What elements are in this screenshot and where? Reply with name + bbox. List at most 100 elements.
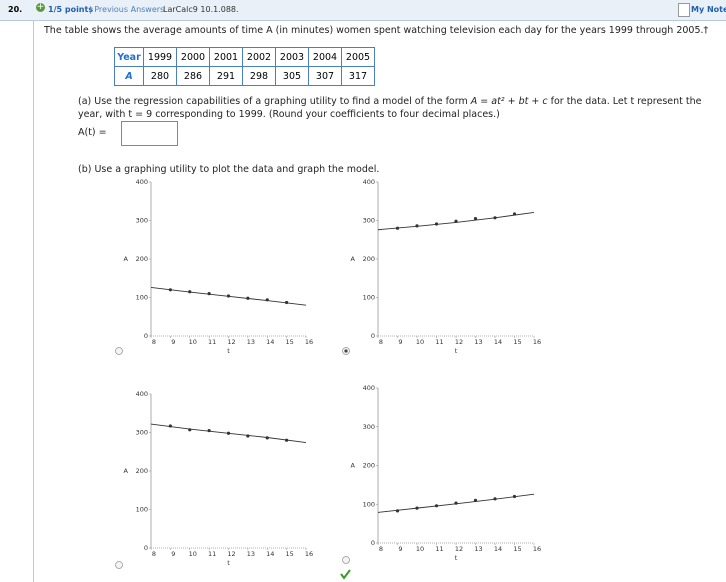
y-tick-label: 200 [363, 255, 375, 263]
x-tick-label: 13 [247, 550, 255, 558]
y-tick-label: 200 [136, 467, 148, 475]
x-tick-label: 16 [305, 550, 313, 558]
x-tick-label: 11 [208, 338, 216, 346]
x-tick-label: 14 [494, 545, 502, 553]
x-tick-label: 12 [455, 545, 463, 553]
y-tick-label: 0 [144, 332, 148, 340]
y-tick-label: 300 [363, 217, 375, 225]
x-tick-label: 15 [513, 545, 521, 553]
radio-button[interactable] [115, 347, 123, 355]
part-a: (a) Use the regression capabilities of a… [78, 95, 718, 121]
notes-icon[interactable] [678, 3, 690, 17]
row-header: A [114, 66, 144, 86]
y-tick-label: 300 [363, 423, 375, 431]
source: LarCalc9 10.1.088. [163, 5, 239, 14]
y-tick-label: 300 [136, 217, 148, 225]
check-mark [340, 569, 351, 580]
part-a-text: (a) Use the regression capabilities of a… [78, 96, 471, 107]
x-tick-label: 9 [398, 545, 402, 553]
x-tick-label: 10 [189, 338, 197, 346]
x-tick-label: 15 [513, 338, 521, 346]
y-axis-label: A [351, 462, 356, 470]
my-notes[interactable]: My Notes [691, 5, 726, 14]
table-row: A 280 286 291 298 305 307 317 [114, 66, 375, 86]
x-tick-label: 12 [227, 338, 235, 346]
x-tick-label: 12 [455, 338, 463, 346]
radio-button[interactable] [115, 561, 123, 569]
question-text: The table shows the average amounts of t… [44, 25, 709, 36]
y-tick-label: 0 [371, 539, 375, 547]
y-tick-label: 100 [136, 506, 148, 514]
x-axis-label: t [227, 559, 230, 567]
expand-icon[interactable]: + [36, 2, 45, 12]
y-axis-label: A [124, 255, 129, 263]
x-tick-label: 13 [474, 545, 482, 553]
y-tick-label: 400 [363, 178, 375, 186]
x-tick-label: 10 [189, 550, 197, 558]
header: 20. + 1/5 points | Previous Answers LarC… [0, 0, 726, 21]
x-tick-label: 15 [285, 338, 293, 346]
data-point [473, 216, 478, 221]
data-table: Year 1999 2000 2001 2002 2003 2004 2005 A 280 286 2… [114, 47, 375, 86]
x-tick-label: 14 [266, 338, 274, 346]
x-tick-label: 9 [171, 550, 175, 558]
x-tick-label: 8 [379, 545, 383, 553]
radio-button[interactable] [342, 556, 350, 564]
x-tick-label: 10 [416, 338, 424, 346]
model-curve [150, 287, 307, 306]
x-tick-label: 15 [285, 550, 293, 558]
x-tick-label: 13 [474, 338, 482, 346]
model-curve [377, 211, 535, 231]
x-tick-label: 8 [379, 338, 383, 346]
x-axis-label: t [455, 554, 458, 562]
x-tick-label: 9 [171, 338, 175, 346]
part-a-text: for the data. Let t represent the year, … [78, 96, 702, 120]
x-axis-label: t [227, 347, 230, 355]
x-tick-label: 14 [494, 338, 502, 346]
answer-label: A(t) = [78, 127, 107, 138]
y-tick-label: 100 [363, 294, 375, 302]
y-tick-label: 300 [136, 429, 148, 437]
x-tick-label: 10 [416, 545, 424, 553]
y-tick-label: 400 [136, 390, 148, 398]
table-row: Year 1999 2000 2001 2002 2003 2004 2005 [114, 47, 375, 67]
y-tick-label: 0 [144, 544, 148, 552]
table-cell: 280 [143, 66, 177, 86]
radio-dot [344, 349, 348, 353]
x-axis-label: t [455, 347, 458, 355]
formula: A = at² + bt + c [470, 96, 548, 107]
model-curve [150, 423, 307, 443]
previous-answers[interactable]: | Previous Answers [89, 5, 165, 14]
y-tick-label: 100 [363, 500, 375, 508]
x-tick-label: 8 [152, 338, 156, 346]
x-tick-label: 9 [398, 338, 402, 346]
x-tick-label: 8 [152, 550, 156, 558]
x-tick-label: 16 [533, 338, 541, 346]
table-cell: 317 [341, 66, 375, 86]
y-tick-label: 200 [136, 255, 148, 263]
y-tick-label: 400 [363, 384, 375, 392]
answer-input[interactable] [121, 121, 178, 146]
question-number: 20. [8, 5, 23, 14]
x-tick-label: 14 [266, 550, 274, 558]
x-tick-label: 11 [435, 545, 443, 553]
points: 1/5 points [48, 5, 94, 14]
x-tick-label: 11 [208, 550, 216, 558]
y-tick-label: 200 [363, 462, 375, 470]
x-tick-label: 16 [305, 338, 313, 346]
y-tick-label: 100 [136, 294, 148, 302]
y-tick-label: 0 [371, 332, 375, 340]
x-tick-label: 11 [435, 338, 443, 346]
table-cell: 307 [308, 66, 342, 86]
y-axis-label: A [124, 467, 129, 475]
part-b: (b) Use a graphing utility to plot the d… [78, 164, 380, 175]
model-curve [377, 493, 535, 513]
x-tick-label: 12 [227, 550, 235, 558]
y-tick-label: 400 [136, 178, 148, 186]
x-tick-label: 16 [533, 545, 541, 553]
y-axis-label: A [351, 255, 356, 263]
left-border [33, 20, 34, 582]
x-tick-label: 13 [247, 338, 255, 346]
